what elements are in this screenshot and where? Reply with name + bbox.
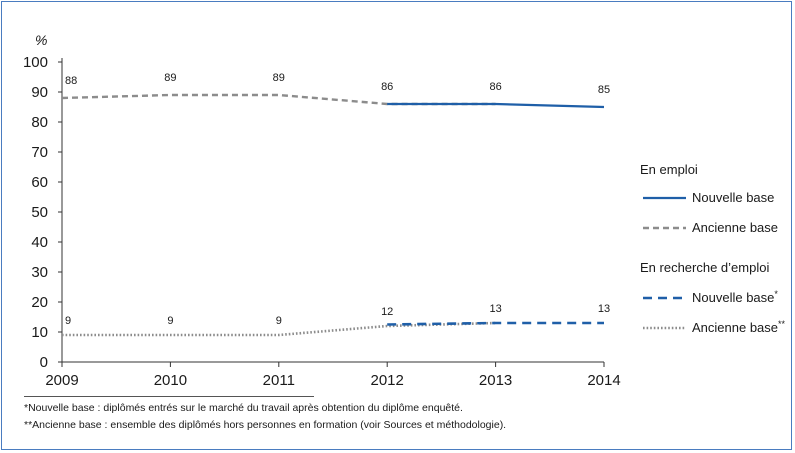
data-label: 85 — [598, 84, 610, 96]
legend-label: Ancienne base** — [692, 319, 786, 335]
data-label: 9 — [65, 315, 71, 327]
y-tick-label: 40 — [31, 234, 48, 251]
y-tick-label: 70 — [31, 144, 48, 161]
y-tick-label: 0 — [40, 354, 48, 371]
x-tick-label: 2010 — [154, 372, 187, 389]
x-tick-label: 2012 — [371, 372, 404, 389]
legend-label: Nouvelle base — [692, 190, 774, 205]
footnote-rule — [24, 396, 314, 397]
legend-label: Ancienne base — [692, 220, 778, 235]
data-label: 9 — [276, 315, 282, 327]
data-label: 13 — [489, 303, 501, 315]
data-label: 89 — [164, 72, 176, 84]
data-label: 12 — [381, 306, 393, 318]
series-line-g1-s0 — [387, 321, 604, 326]
x-tick-label: 2009 — [45, 372, 78, 389]
legend-label: Nouvelle base* — [692, 289, 778, 305]
y-tick-label: 30 — [31, 264, 48, 281]
series-layer — [61, 93, 605, 337]
y-tick-label: 100 — [23, 54, 48, 71]
data-label: 13 — [598, 303, 610, 315]
y-tick-label: 80 — [31, 114, 48, 131]
axes: 0 10 20 30 40 50 60 70 80 90 100 2009 2010 2011 2012 20… — [23, 54, 621, 389]
data-label: 9 — [167, 315, 173, 327]
data-labels: 88 89 89 86 86 9 9 9 12 13 85 13 — [65, 72, 610, 327]
series-line-g0-s1 — [61, 93, 496, 106]
y-tick-label: 50 — [31, 204, 48, 221]
x-tick-label: 2013 — [479, 372, 512, 389]
unit-label: % — [35, 32, 47, 48]
legend: En emploi Nouvelle base Ancienne base En re… — [640, 162, 786, 335]
data-label: 86 — [381, 81, 393, 93]
x-tick-label: 2014 — [587, 372, 620, 389]
footnotes: *Nouvelle base : diplômés entrés sur le … — [24, 400, 506, 434]
y-tick-label: 90 — [31, 84, 48, 101]
y-tick-label: 20 — [31, 294, 48, 311]
legend-group-heading: En recherche d’emploi — [640, 260, 769, 275]
legend-superscript: ** — [778, 319, 786, 329]
footnote-ancienne-base: **Ancienne base : ensemble des diplômés … — [24, 419, 507, 431]
y-tick-label: 10 — [31, 324, 48, 341]
legend-superscript: * — [774, 289, 778, 299]
y-tick-label: 60 — [31, 174, 48, 191]
data-label: 88 — [65, 75, 77, 87]
series-line-g0-s0 — [387, 102, 605, 109]
x-tick-label: 2011 — [263, 372, 295, 389]
data-label: 89 — [273, 72, 285, 84]
data-label: 86 — [489, 81, 501, 93]
legend-group-heading: En emploi — [640, 162, 698, 177]
footnote-nouvelle-base: *Nouvelle base : diplômés entrés sur le … — [24, 402, 463, 414]
